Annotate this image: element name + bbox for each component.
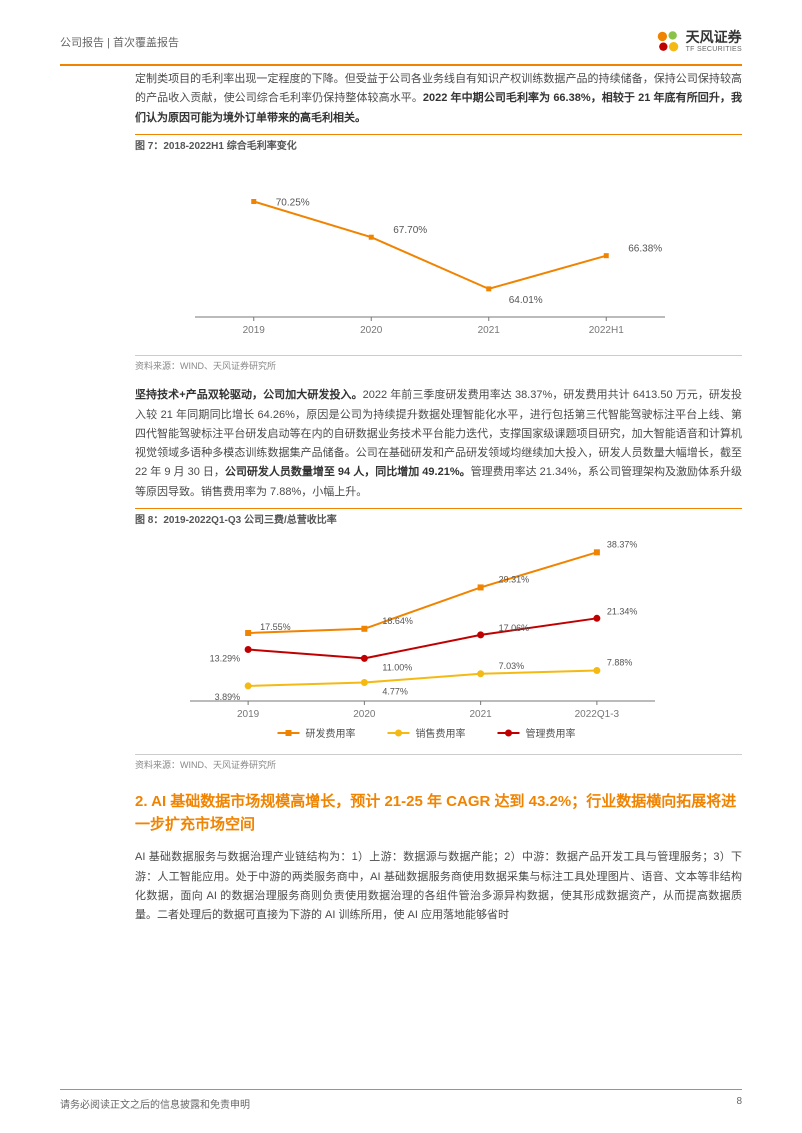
svg-text:2020: 2020 (360, 325, 383, 336)
figure-7-title: 图 7：2018-2022H1 综合毛利率变化 (135, 134, 742, 156)
svg-text:研发费用率: 研发费用率 (306, 727, 356, 740)
section-2-title: 2. AI 基础数据市场规模高增长，预计 21-25 年 CAGR 达到 43.… (135, 791, 742, 836)
logo-text-en: TF SECURITIES (686, 46, 742, 54)
figure-8-title: 图 8：2019-2022Q1-Q3 公司三费/总营收比率 (135, 508, 742, 530)
figure-7-source: 资料来源：WIND、天风证券研究所 (135, 355, 742, 375)
svg-text:18.64%: 18.64% (382, 616, 413, 626)
main-content: 定制类项目的毛利率出现一定程度的下降。但受益于公司各业务线自有知识产权训练数据产… (135, 70, 742, 931)
page-header: 公司报告 | 首次覆盖报告 天风证券 TF SECURITIES (60, 28, 742, 66)
svg-text:2022H1: 2022H1 (589, 325, 624, 336)
paragraph-1: 定制类项目的毛利率出现一定程度的下降。但受益于公司各业务线自有知识产权训练数据产… (135, 70, 742, 128)
svg-text:11.00%: 11.00% (382, 663, 412, 673)
paragraph-2: 坚持技术+产品双轮驱动，公司加大研发投入。2022 年前三季度研发费用率达 38… (135, 386, 742, 502)
figure-8-source: 资料来源：WIND、天风证券研究所 (135, 754, 742, 774)
svg-text:2022Q1-3: 2022Q1-3 (575, 709, 620, 720)
logo-icon (654, 28, 682, 56)
svg-text:2020: 2020 (353, 709, 376, 720)
svg-text:7.88%: 7.88% (607, 658, 633, 668)
svg-text:7.03%: 7.03% (499, 661, 525, 671)
svg-text:66.38%: 66.38% (628, 244, 662, 255)
svg-text:2021: 2021 (470, 709, 493, 720)
svg-text:销售费用率: 销售费用率 (416, 727, 466, 740)
svg-text:13.29%: 13.29% (210, 654, 241, 664)
footer-disclaimer: 请务必阅读正文之后的信息披露和免责申明 (60, 1096, 250, 1111)
svg-text:2019: 2019 (243, 325, 266, 336)
svg-text:3.89%: 3.89% (215, 692, 241, 702)
svg-text:64.01%: 64.01% (509, 295, 543, 306)
svg-text:17.55%: 17.55% (260, 622, 291, 632)
logo-text-cn: 天风证券 (686, 30, 742, 45)
svg-text:管理费用率: 管理费用率 (526, 727, 576, 740)
page-footer: 请务必阅读正文之后的信息披露和免责申明 8 (60, 1089, 742, 1111)
company-logo: 天风证券 TF SECURITIES (654, 28, 742, 56)
breadcrumb: 公司报告 | 首次覆盖报告 (60, 34, 179, 50)
svg-text:2019: 2019 (237, 709, 260, 720)
svg-text:67.70%: 67.70% (393, 225, 427, 236)
svg-text:17.06%: 17.06% (499, 623, 530, 633)
paragraph-3: AI 基础数据服务与数据治理产业链结构为：1）上游：数据源与数据产能；2）中游：… (135, 848, 742, 925)
svg-text:70.25%: 70.25% (276, 198, 310, 209)
figure-8-chart: 2019 2020 2021 2022Q1-3 17.55% 18.64% 29.31% 38… (145, 531, 742, 753)
svg-text:38.37%: 38.37% (607, 540, 638, 550)
svg-text:21.34%: 21.34% (607, 607, 638, 617)
figure-7-chart: 2019 2020 2021 2022H1 70.25% 67.70% 64.01% 66.3… (145, 157, 742, 354)
page-number: 8 (736, 1096, 742, 1111)
svg-text:2021: 2021 (478, 325, 501, 336)
svg-text:4.77%: 4.77% (382, 687, 408, 697)
svg-text:29.31%: 29.31% (499, 575, 530, 585)
